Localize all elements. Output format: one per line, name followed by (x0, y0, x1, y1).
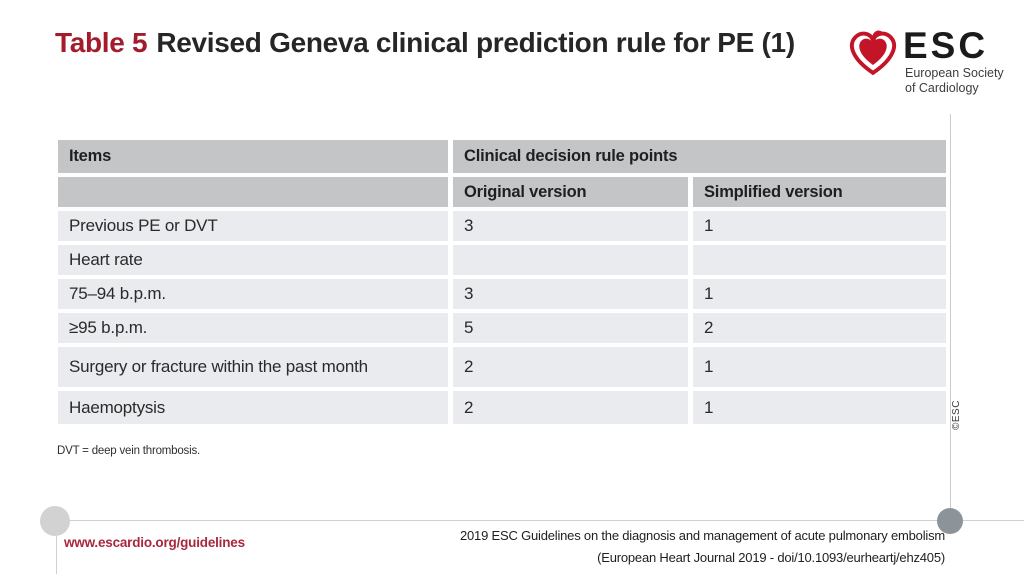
row-original-value: 2 (453, 391, 688, 424)
col-header-empty (58, 177, 448, 207)
geneva-prediction-table: Items Clinical decision rule points Orig… (58, 140, 946, 424)
esc-heart-icon (845, 22, 901, 80)
row-item: Surgery or fracture within the past mont… (58, 347, 448, 387)
row-simplified-value: 2 (693, 313, 946, 343)
row-item: Previous PE or DVT (58, 211, 448, 241)
row-original-value (453, 245, 688, 275)
col-header-original: Original version (453, 177, 688, 207)
row-item: ≥95 b.p.m. (58, 313, 448, 343)
guidelines-reference-line1: 2019 ESC Guidelines on the diagnosis and… (460, 528, 945, 543)
table-footnote: DVT = deep vein thrombosis. (57, 445, 201, 457)
row-item: 75–94 b.p.m. (58, 279, 448, 309)
esc-logo-subtitle-line1: European Society (905, 66, 1004, 80)
guidelines-reference: 2019 ESC Guidelines on the diagnosis and… (460, 525, 945, 569)
slide-title: Table 5 Revised Geneva clinical predictio… (55, 27, 795, 59)
row-simplified-value (693, 245, 946, 275)
row-original-value: 2 (453, 347, 688, 387)
footer-left-vertical-line (56, 536, 57, 574)
slide-title-text: Revised Geneva clinical prediction rule … (156, 27, 795, 58)
col-group-header-points: Clinical decision rule points (453, 140, 946, 173)
row-simplified-value: 1 (693, 279, 946, 309)
table-number-label: Table 5 (55, 27, 148, 58)
row-original-value: 3 (453, 211, 688, 241)
esc-logo-subtitle: European Society of Cardiology (905, 66, 1004, 96)
esc-logo-subtitle-line2: of Cardiology (905, 81, 979, 95)
row-original-value: 5 (453, 313, 688, 343)
esc-copyright-vertical: ©ESC (951, 400, 962, 430)
guidelines-reference-line2: (European Heart Journal 2019 - doi/10.10… (597, 550, 945, 565)
footer-left-circle-decoration (40, 506, 70, 536)
esc-logo-acronym: ESC (903, 25, 989, 66)
col-header-items: Items (58, 140, 448, 173)
col-header-simplified: Simplified version (693, 177, 946, 207)
row-item: Haemoptysis (58, 391, 448, 424)
row-simplified-value: 1 (693, 391, 946, 424)
row-simplified-value: 1 (693, 347, 946, 387)
esc-logo: ESC European Society of Cardiology (843, 18, 1018, 100)
row-original-value: 3 (453, 279, 688, 309)
footer-divider-line (42, 520, 1024, 521)
row-simplified-value: 1 (693, 211, 946, 241)
row-item: Heart rate (58, 245, 448, 275)
footer-right-circle-decoration (937, 508, 963, 534)
escardio-guidelines-link[interactable]: www.escardio.org/guidelines (64, 535, 245, 550)
vertical-divider-line (950, 114, 951, 521)
